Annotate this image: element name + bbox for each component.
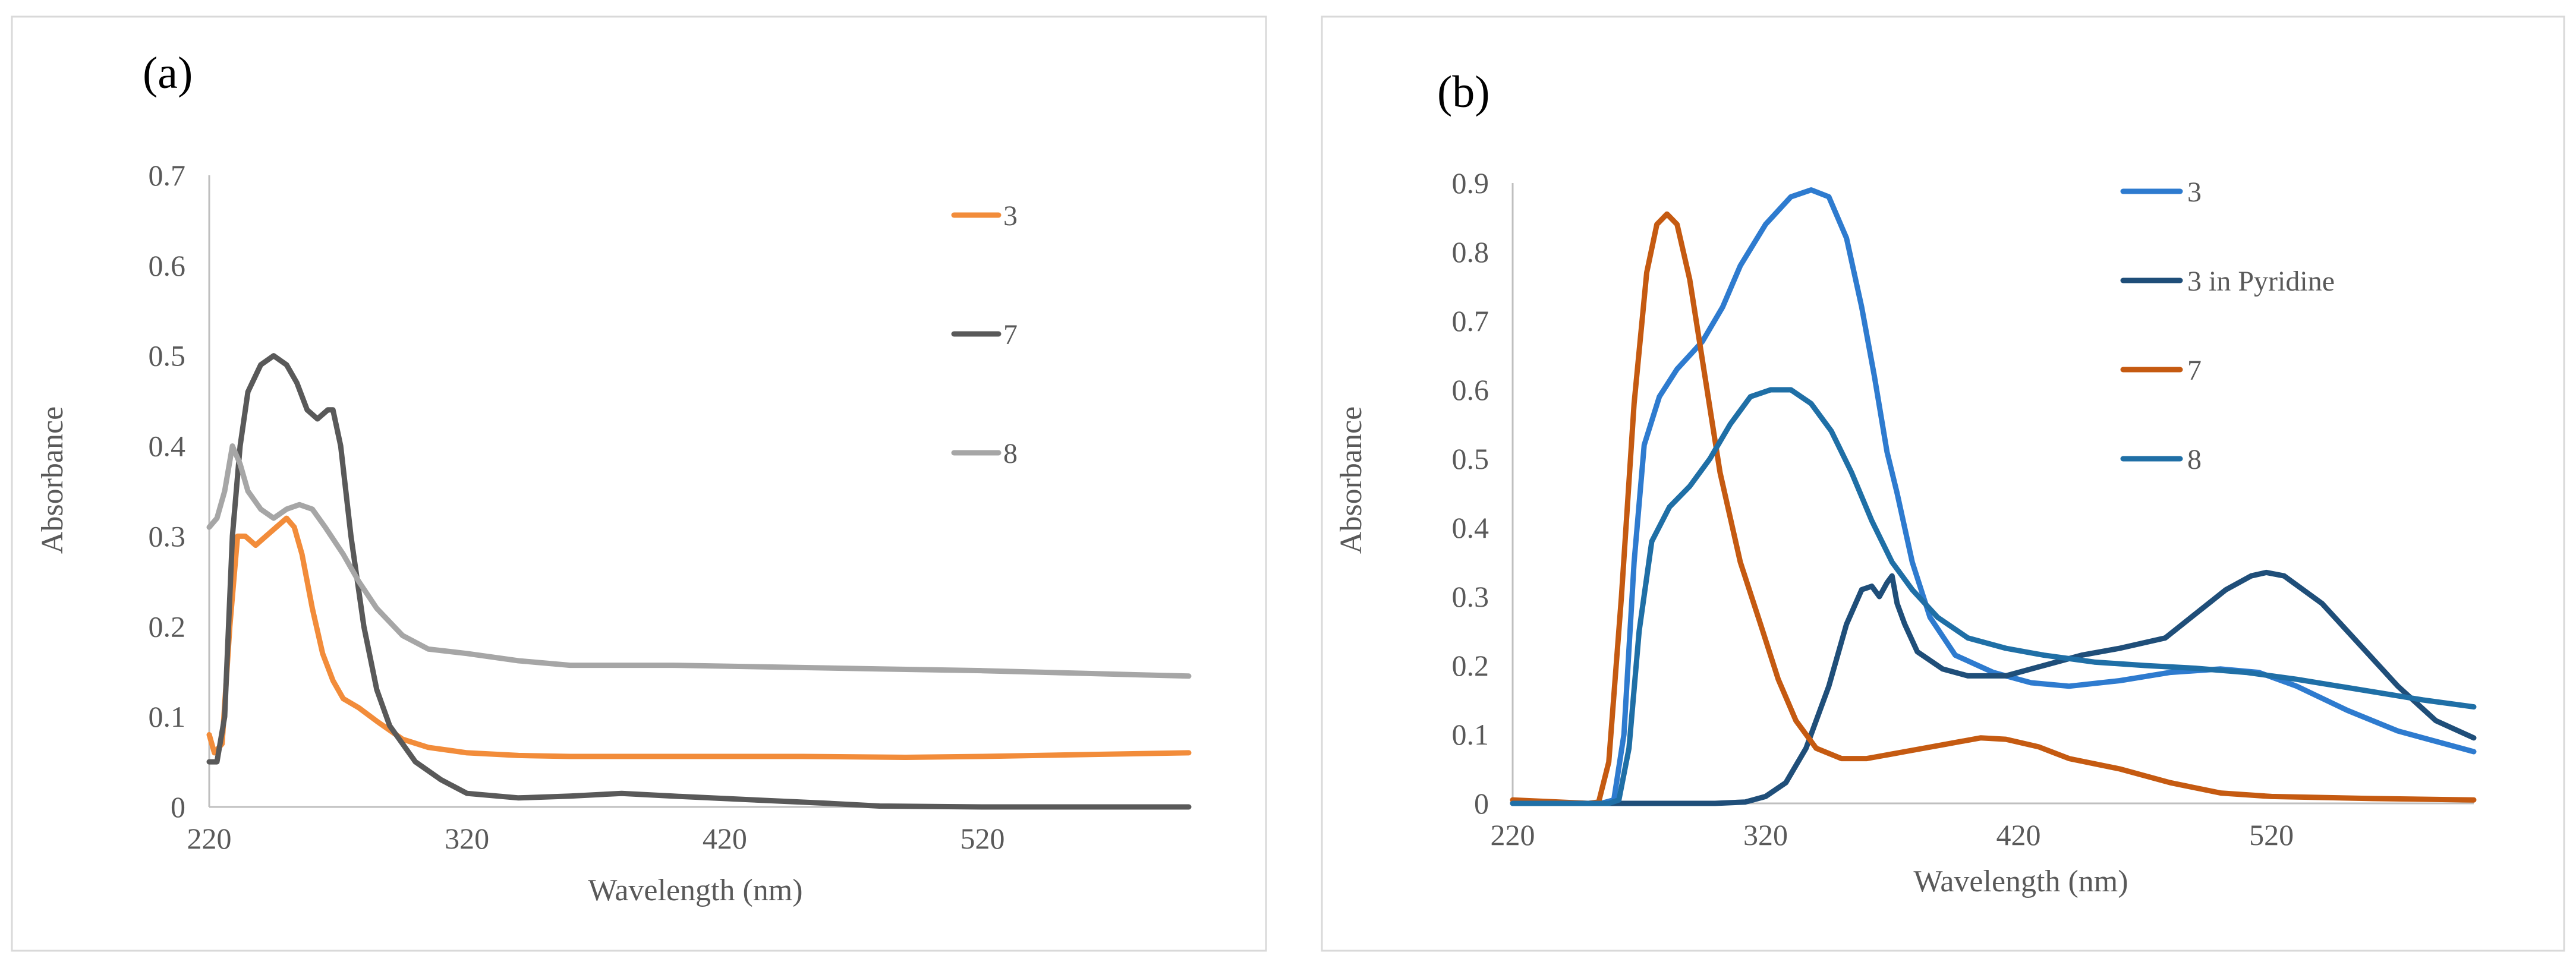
- y-tick-label: 0.7: [149, 159, 186, 192]
- series-line-3: [206, 515, 1192, 760]
- panel-a-series: [206, 353, 1192, 810]
- series-line-8: [1510, 387, 2477, 806]
- panel-a-y-axis-title: Absorbance: [36, 406, 70, 554]
- x-tick-label: 420: [703, 822, 747, 855]
- x-tick-label: 220: [1491, 818, 1535, 852]
- legend-label: 3: [2187, 176, 2202, 208]
- panel-a-axes: 0 0.1 0.2 0.3 0.4 0.5 0.6 0.7 220 320 420 520: [149, 159, 1189, 855]
- panel-b-legend: 3 3 in Pyridine 7 8: [2120, 176, 2335, 475]
- panel-a-label: (a): [143, 48, 193, 98]
- chart-panel-a: (a) 0 0.1 0.2 0.3 0.4 0.5 0.6 0.7 220 320 420 520 3…: [11, 15, 1267, 952]
- y-tick-label: 0.1: [1452, 718, 1489, 751]
- series-line-8: [206, 443, 1192, 679]
- y-tick-label: 0.4: [1452, 511, 1489, 544]
- y-tick-label: 0.2: [149, 610, 186, 643]
- series-line-3-in-pyridine: [1510, 569, 2477, 806]
- y-tick-label: 0.2: [1452, 649, 1489, 682]
- x-tick-label: 520: [961, 822, 1005, 855]
- panel-b-label: (b): [1437, 67, 1490, 117]
- y-tick-label: 0.7: [1452, 304, 1489, 338]
- y-tick-label: 0.3: [1452, 580, 1489, 613]
- legend-label: 7: [2187, 355, 2202, 386]
- chart-panel-b: (b) 0 0.1 0.2 0.3 0.4 0.5 0.6 0.7 0.8 0.9 220 320 42…: [1321, 15, 2565, 952]
- panel-b-frame: [1321, 15, 2565, 952]
- x-tick-label: 220: [187, 822, 232, 855]
- y-tick-label: 0.5: [149, 339, 186, 373]
- y-tick-label: 0.3: [149, 519, 186, 553]
- panel-b-axes: 0 0.1 0.2 0.3 0.4 0.5 0.6 0.7 0.8 0.9 220 320 420 520: [1452, 166, 2474, 852]
- panel-b-series: [1510, 187, 2477, 806]
- panel-a-legend: 3 7 8: [951, 200, 1018, 469]
- y-tick-label: 0: [1474, 787, 1489, 820]
- y-tick-label: 0.6: [1452, 373, 1489, 406]
- y-tick-label: 0.9: [1452, 166, 1489, 200]
- series-line-7: [1510, 211, 2477, 806]
- legend-label: 8: [1003, 438, 1018, 469]
- legend-label: 3 in Pyridine: [2187, 266, 2335, 297]
- y-tick-label: 0.5: [1452, 442, 1489, 475]
- legend-label: 3: [1003, 200, 1018, 232]
- x-tick-label: 520: [2249, 818, 2294, 852]
- y-tick-label: 0.4: [149, 430, 186, 463]
- panel-a-x-axis-title: Wavelength (nm): [588, 873, 802, 907]
- x-tick-label: 320: [1743, 818, 1788, 852]
- panel-b-x-axis-title: Wavelength (nm): [1913, 865, 2128, 898]
- x-tick-label: 320: [445, 822, 489, 855]
- y-tick-label: 0: [171, 790, 185, 824]
- series-line-7: [206, 353, 1192, 810]
- panel-b-y-axis-title: Absorbance: [1334, 406, 1368, 554]
- y-tick-label: 0.1: [149, 700, 186, 733]
- panel-a-frame: [11, 15, 1267, 952]
- y-tick-label: 0.8: [1452, 235, 1489, 269]
- legend-label: 7: [1003, 319, 1018, 351]
- x-tick-label: 420: [1996, 818, 2041, 852]
- y-tick-label: 0.6: [149, 249, 186, 282]
- legend-label: 8: [2187, 444, 2202, 475]
